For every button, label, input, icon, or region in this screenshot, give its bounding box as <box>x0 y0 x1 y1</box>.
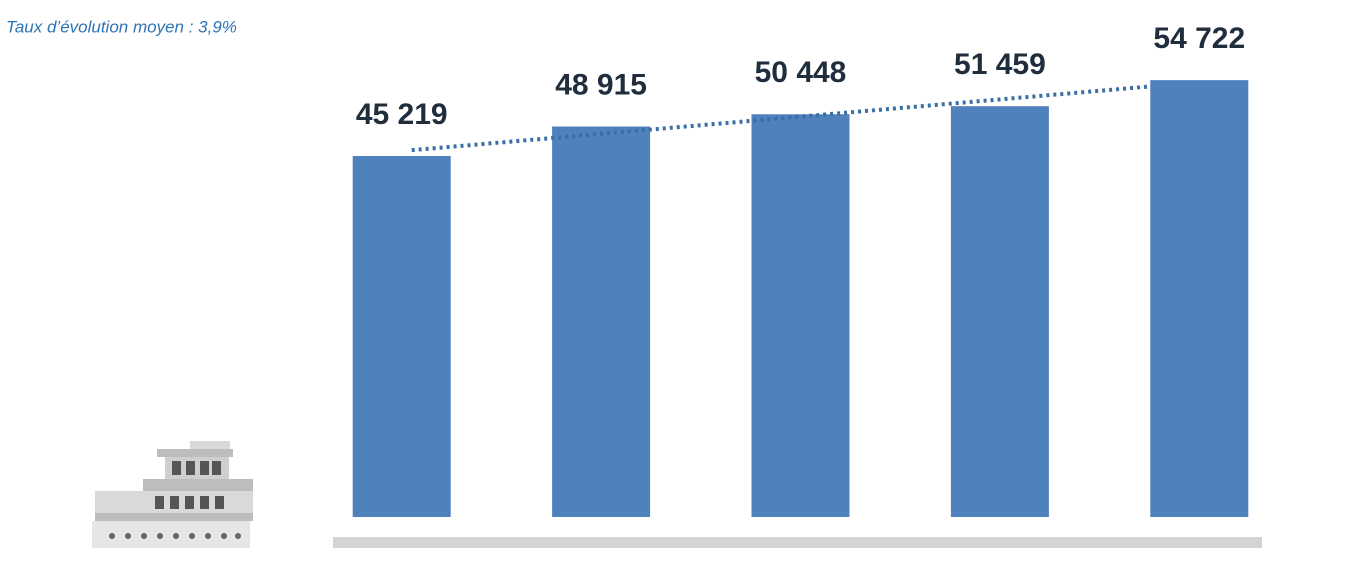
boat-icon <box>92 441 253 548</box>
bar <box>552 126 651 518</box>
bar <box>1150 80 1249 517</box>
bar <box>352 156 451 517</box>
value-label: 54 722 <box>1153 22 1245 55</box>
value-label: 51 459 <box>954 48 1046 81</box>
boat-portholes <box>109 533 241 539</box>
value-label: 45 219 <box>356 98 448 131</box>
axis-label-strip <box>333 537 1262 548</box>
chart-subtitle: Taux d’évolution moyen : 3,9% <box>6 17 237 36</box>
bar <box>950 106 1049 517</box>
trendline <box>411 84 1150 153</box>
value-label: 48 915 <box>555 68 647 101</box>
value-label: 50 448 <box>755 56 847 89</box>
bar <box>751 114 850 517</box>
